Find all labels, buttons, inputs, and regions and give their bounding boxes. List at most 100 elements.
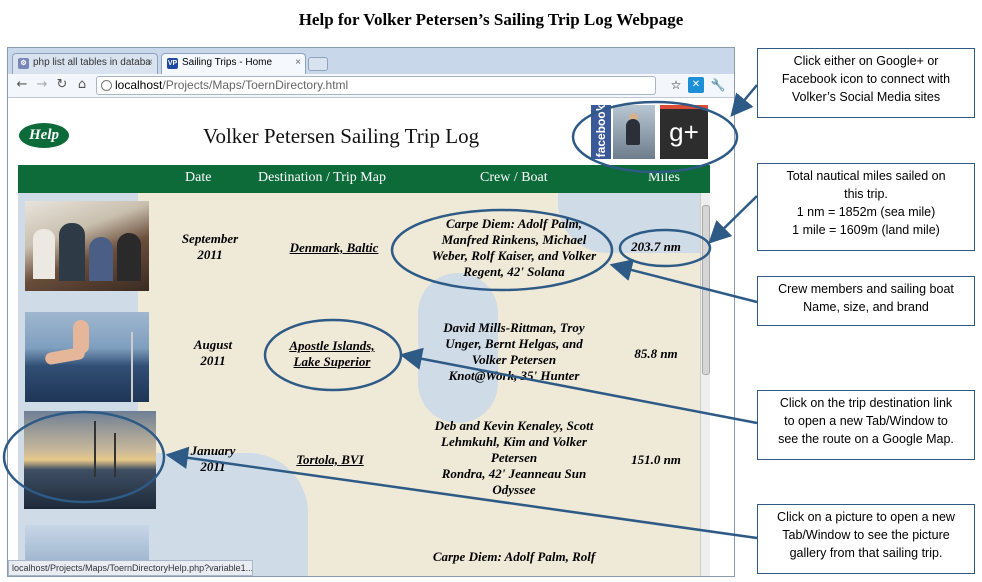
photo-figure [33, 229, 55, 279]
photo-figure [59, 223, 85, 281]
callout-line: to open a new Tab/Window to [784, 414, 948, 428]
forward-icon[interactable]: → [36, 77, 48, 92]
bookmark-star-icon[interactable]: ☆ [670, 78, 682, 92]
destination-text: Apostle Islands, [289, 338, 375, 353]
callout-line: Facebook icon to connect with [781, 72, 951, 86]
water-area [138, 453, 308, 576]
photo-figure [73, 320, 89, 354]
trip-photo[interactable] [25, 201, 149, 291]
destination-text: Denmark, Baltic [289, 240, 379, 255]
tab-php[interactable]: ⚙ php list all tables in databa × [12, 53, 158, 74]
date-month: January [190, 443, 236, 458]
trip-miles: 203.7 nm [631, 239, 681, 254]
destination-link[interactable]: Tortola, BVI [270, 452, 390, 468]
highlight-ellipse-picture [2, 410, 166, 504]
highlight-ellipse-destination [263, 318, 403, 392]
highlight-ellipse-crew [390, 208, 614, 292]
header-crew: Crew / Boat [480, 170, 548, 185]
callout-line: see the route on a Google Map. [778, 432, 954, 446]
callout-line: Click on a picture to open a new [777, 510, 955, 524]
date-month: September [181, 231, 239, 246]
crew-line: Weber, Rolf Kaiser, and Volker [431, 248, 597, 263]
callout-line: 1 mile = 1609m (land mile) [792, 223, 940, 237]
callout-line: Tab/Window to see the picture [782, 528, 950, 542]
header-date: Date [185, 170, 212, 185]
date-year: 2011 [197, 247, 223, 262]
crew-line: Manfred Rinkens, Michael [441, 232, 587, 247]
page-info-icon [101, 80, 112, 91]
arrow-destination [399, 347, 758, 425]
page-viewport: Help Volker Petersen Sailing Trip Log fa… [8, 98, 734, 576]
crew-line: Volker Petersen [471, 352, 557, 367]
callout-line: Click on the trip destination link [779, 396, 953, 410]
url-host: localhost [115, 78, 163, 92]
highlight-ellipse-social [571, 100, 739, 174]
crew-line: Rondra, 42' Jeanneau Sun [441, 466, 587, 481]
water-area [418, 273, 498, 423]
date-year: 2011 [200, 353, 226, 368]
crew-boat: Carpe Diem: Adolf Palm, Manfred Rinkens,… [404, 216, 624, 280]
google-plus-icon: g+ [669, 117, 699, 147]
crew-boat: Carpe Diem: Adolf Palm, Rolf [404, 549, 624, 565]
url-path: /Projects/Maps/ToernDirectory.html [162, 78, 349, 92]
browser-toolbar: ← → ↻ ⌂ localhost/Projects/Maps/ToernDir… [8, 74, 734, 98]
arrow-social [730, 84, 758, 117]
crew-boat: Deb and Kevin Kenaley, Scott Lehmkuhl, K… [404, 418, 624, 498]
back-icon[interactable]: ← [16, 77, 28, 92]
status-bar: localhost/Projects/Maps/ToernDirectoryHe… [8, 560, 253, 576]
google-plus-button[interactable]: g+ [660, 105, 708, 159]
callout-line: gallery from that sailing trip. [789, 546, 943, 560]
destination-text: Lake Superior [293, 354, 371, 369]
photo-figure [117, 233, 141, 281]
facebook-profile-photo[interactable] [613, 105, 655, 159]
table-header: Date Destination / Trip Map Crew / Boat … [18, 165, 710, 193]
php-icon: ⚙ [18, 58, 29, 69]
trip-date: August 2011 [173, 337, 253, 369]
trip-miles: 151.0 nm [631, 452, 681, 467]
crew-line: Regent, 42' Solana [463, 264, 565, 279]
tab-sailing-trips[interactable]: VP Sailing Trips - Home × [161, 53, 306, 74]
vp-icon: VP [167, 58, 178, 69]
crew-line: David Mills-Rittman, Troy [443, 320, 585, 335]
home-icon[interactable]: ⌂ [77, 77, 87, 92]
extension-icon[interactable]: ✕ [688, 77, 704, 93]
crew-line: Deb and Kevin Kenaley, Scott [434, 418, 594, 433]
browser-window: ⚙ php list all tables in databa × VP Sai… [7, 47, 735, 577]
header-miles: Miles [648, 170, 680, 185]
facebook-button[interactable]: facebook [591, 105, 611, 159]
destination-link[interactable]: Apostle Islands, Lake Superior [262, 338, 402, 370]
photo-figure [89, 237, 113, 281]
tab-php-label: php list all tables in databa [33, 57, 151, 68]
callout-social: Click either on Google+ or Facebook icon… [757, 48, 975, 118]
new-tab-button[interactable] [308, 57, 328, 71]
tab-strip: ⚙ php list all tables in databa × VP Sai… [8, 48, 734, 74]
highlight-ellipse-miles [618, 228, 712, 268]
callout-line: this trip. [844, 187, 888, 201]
trip-miles: 85.8 nm [634, 346, 678, 361]
address-bar[interactable]: localhost/Projects/Maps/ToernDirectory.h… [96, 76, 656, 95]
callout-destination: Click on the trip destination link to op… [757, 390, 975, 460]
help-button[interactable]: Help [19, 123, 69, 148]
callout-line: Name, size, and brand [803, 300, 929, 314]
arrow-crew [609, 259, 758, 304]
arrow-picture [165, 446, 758, 540]
trip-date: September 2011 [170, 231, 250, 263]
trip-photo[interactable] [25, 312, 149, 402]
person-head [629, 113, 638, 122]
close-icon[interactable]: × [295, 57, 301, 68]
destination-link[interactable]: Denmark, Baltic [264, 240, 404, 256]
callout-picture: Click on a picture to open a new Tab/Win… [757, 504, 975, 574]
close-icon[interactable]: × [147, 57, 153, 68]
callout-miles: Total nautical miles sailed on this trip… [757, 163, 975, 251]
photo-mast [131, 332, 133, 402]
crew-line: Odyssee [492, 482, 536, 497]
callout-line: Crew members and sailing boat [778, 282, 954, 296]
date-month: August [193, 337, 233, 352]
document-title: Help for Volker Petersen’s Sailing Trip … [298, 10, 684, 29]
reload-icon[interactable]: ↻ [56, 77, 68, 92]
crew-line: Carpe Diem: Adolf Palm, Rolf [432, 549, 596, 564]
wrench-icon[interactable]: 🔧 [710, 78, 726, 92]
crew-line: Unger, Bernt Helgas, and [445, 336, 583, 351]
callout-line: 1 nm = 1852m (sea mile) [796, 205, 936, 219]
